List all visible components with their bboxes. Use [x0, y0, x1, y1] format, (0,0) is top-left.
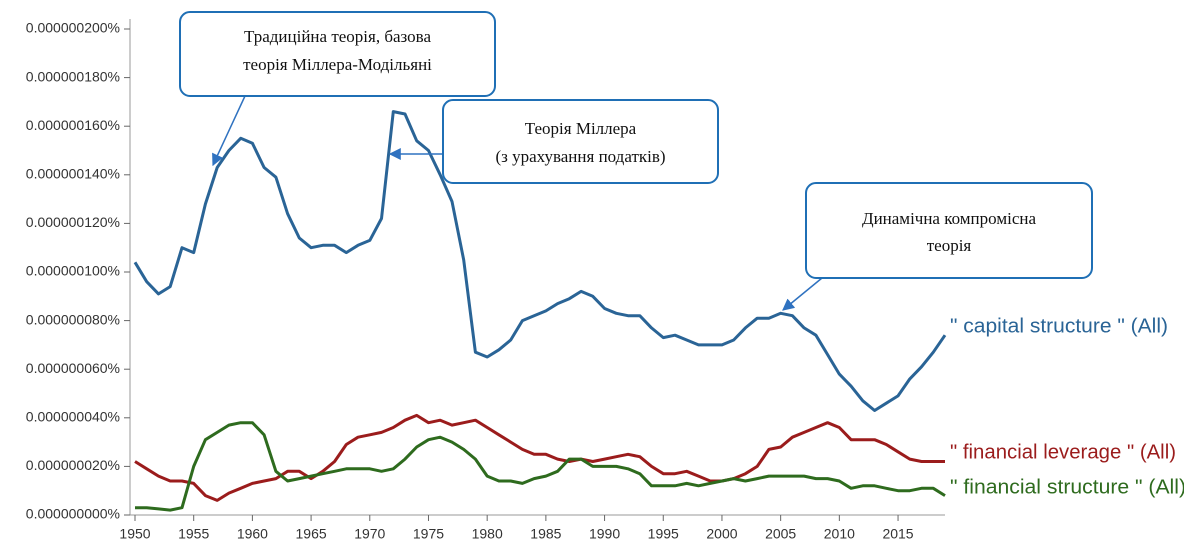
annotation-arrow — [782, 277, 823, 311]
annotation-box — [805, 182, 1093, 279]
series-label: " financial leverage " (All) — [950, 441, 1176, 463]
x-tick-label: 1960 — [237, 526, 268, 542]
annotation-arrow — [212, 95, 246, 167]
y-tick-label: 0.000000200% — [26, 20, 120, 36]
y-tick-label: 0.000000140% — [26, 166, 120, 182]
x-tick-label: 1990 — [589, 526, 620, 542]
x-tick-label: 1975 — [413, 526, 444, 542]
y-tick-label: 0.000000000% — [26, 506, 120, 522]
y-tick-label: 0.000000160% — [26, 117, 120, 133]
x-tick-label: 1955 — [178, 526, 209, 542]
annotation-box — [442, 99, 719, 184]
annotation-text: Традиційна теорія, базова — [244, 27, 431, 46]
annotation-text: теорія — [927, 236, 972, 255]
series-line — [133, 110, 947, 412]
series-line — [134, 413, 945, 502]
x-tick-label: 1980 — [472, 526, 503, 542]
annotation-text: Динамічна компромісна — [862, 209, 1036, 228]
y-tick-label: 0.000000040% — [26, 409, 120, 425]
y-tick-label: 0.000000020% — [26, 457, 120, 473]
y-tick-label: 0.000000100% — [26, 263, 120, 279]
y-tick-label: 0.000000060% — [26, 360, 120, 376]
x-tick-label: 1950 — [119, 526, 150, 542]
x-tick-label: 1965 — [296, 526, 327, 542]
annotation-text: теорія Міллера-Модільяні — [243, 55, 432, 74]
y-tick-label: 0.000000180% — [26, 68, 120, 84]
annotation-text: (з урахування податків) — [495, 147, 665, 166]
x-tick-label: 1995 — [648, 526, 679, 542]
annotation-box — [179, 11, 496, 97]
x-tick-label: 2005 — [765, 526, 796, 542]
y-tick-label: 0.000000080% — [26, 311, 120, 327]
series-line — [135, 421, 946, 512]
x-tick-label: 1970 — [354, 526, 385, 542]
y-tick-label: 0.000000120% — [26, 214, 120, 230]
annotation-text: Теорія Міллера — [525, 119, 637, 138]
series-label: " financial structure " (All) — [950, 476, 1184, 498]
x-tick-label: 2000 — [706, 526, 737, 542]
series-label: " capital structure " (All) — [950, 315, 1168, 337]
x-tick-label: 2015 — [882, 526, 913, 542]
x-tick-label: 1985 — [530, 526, 561, 542]
x-tick-label: 2010 — [824, 526, 855, 542]
